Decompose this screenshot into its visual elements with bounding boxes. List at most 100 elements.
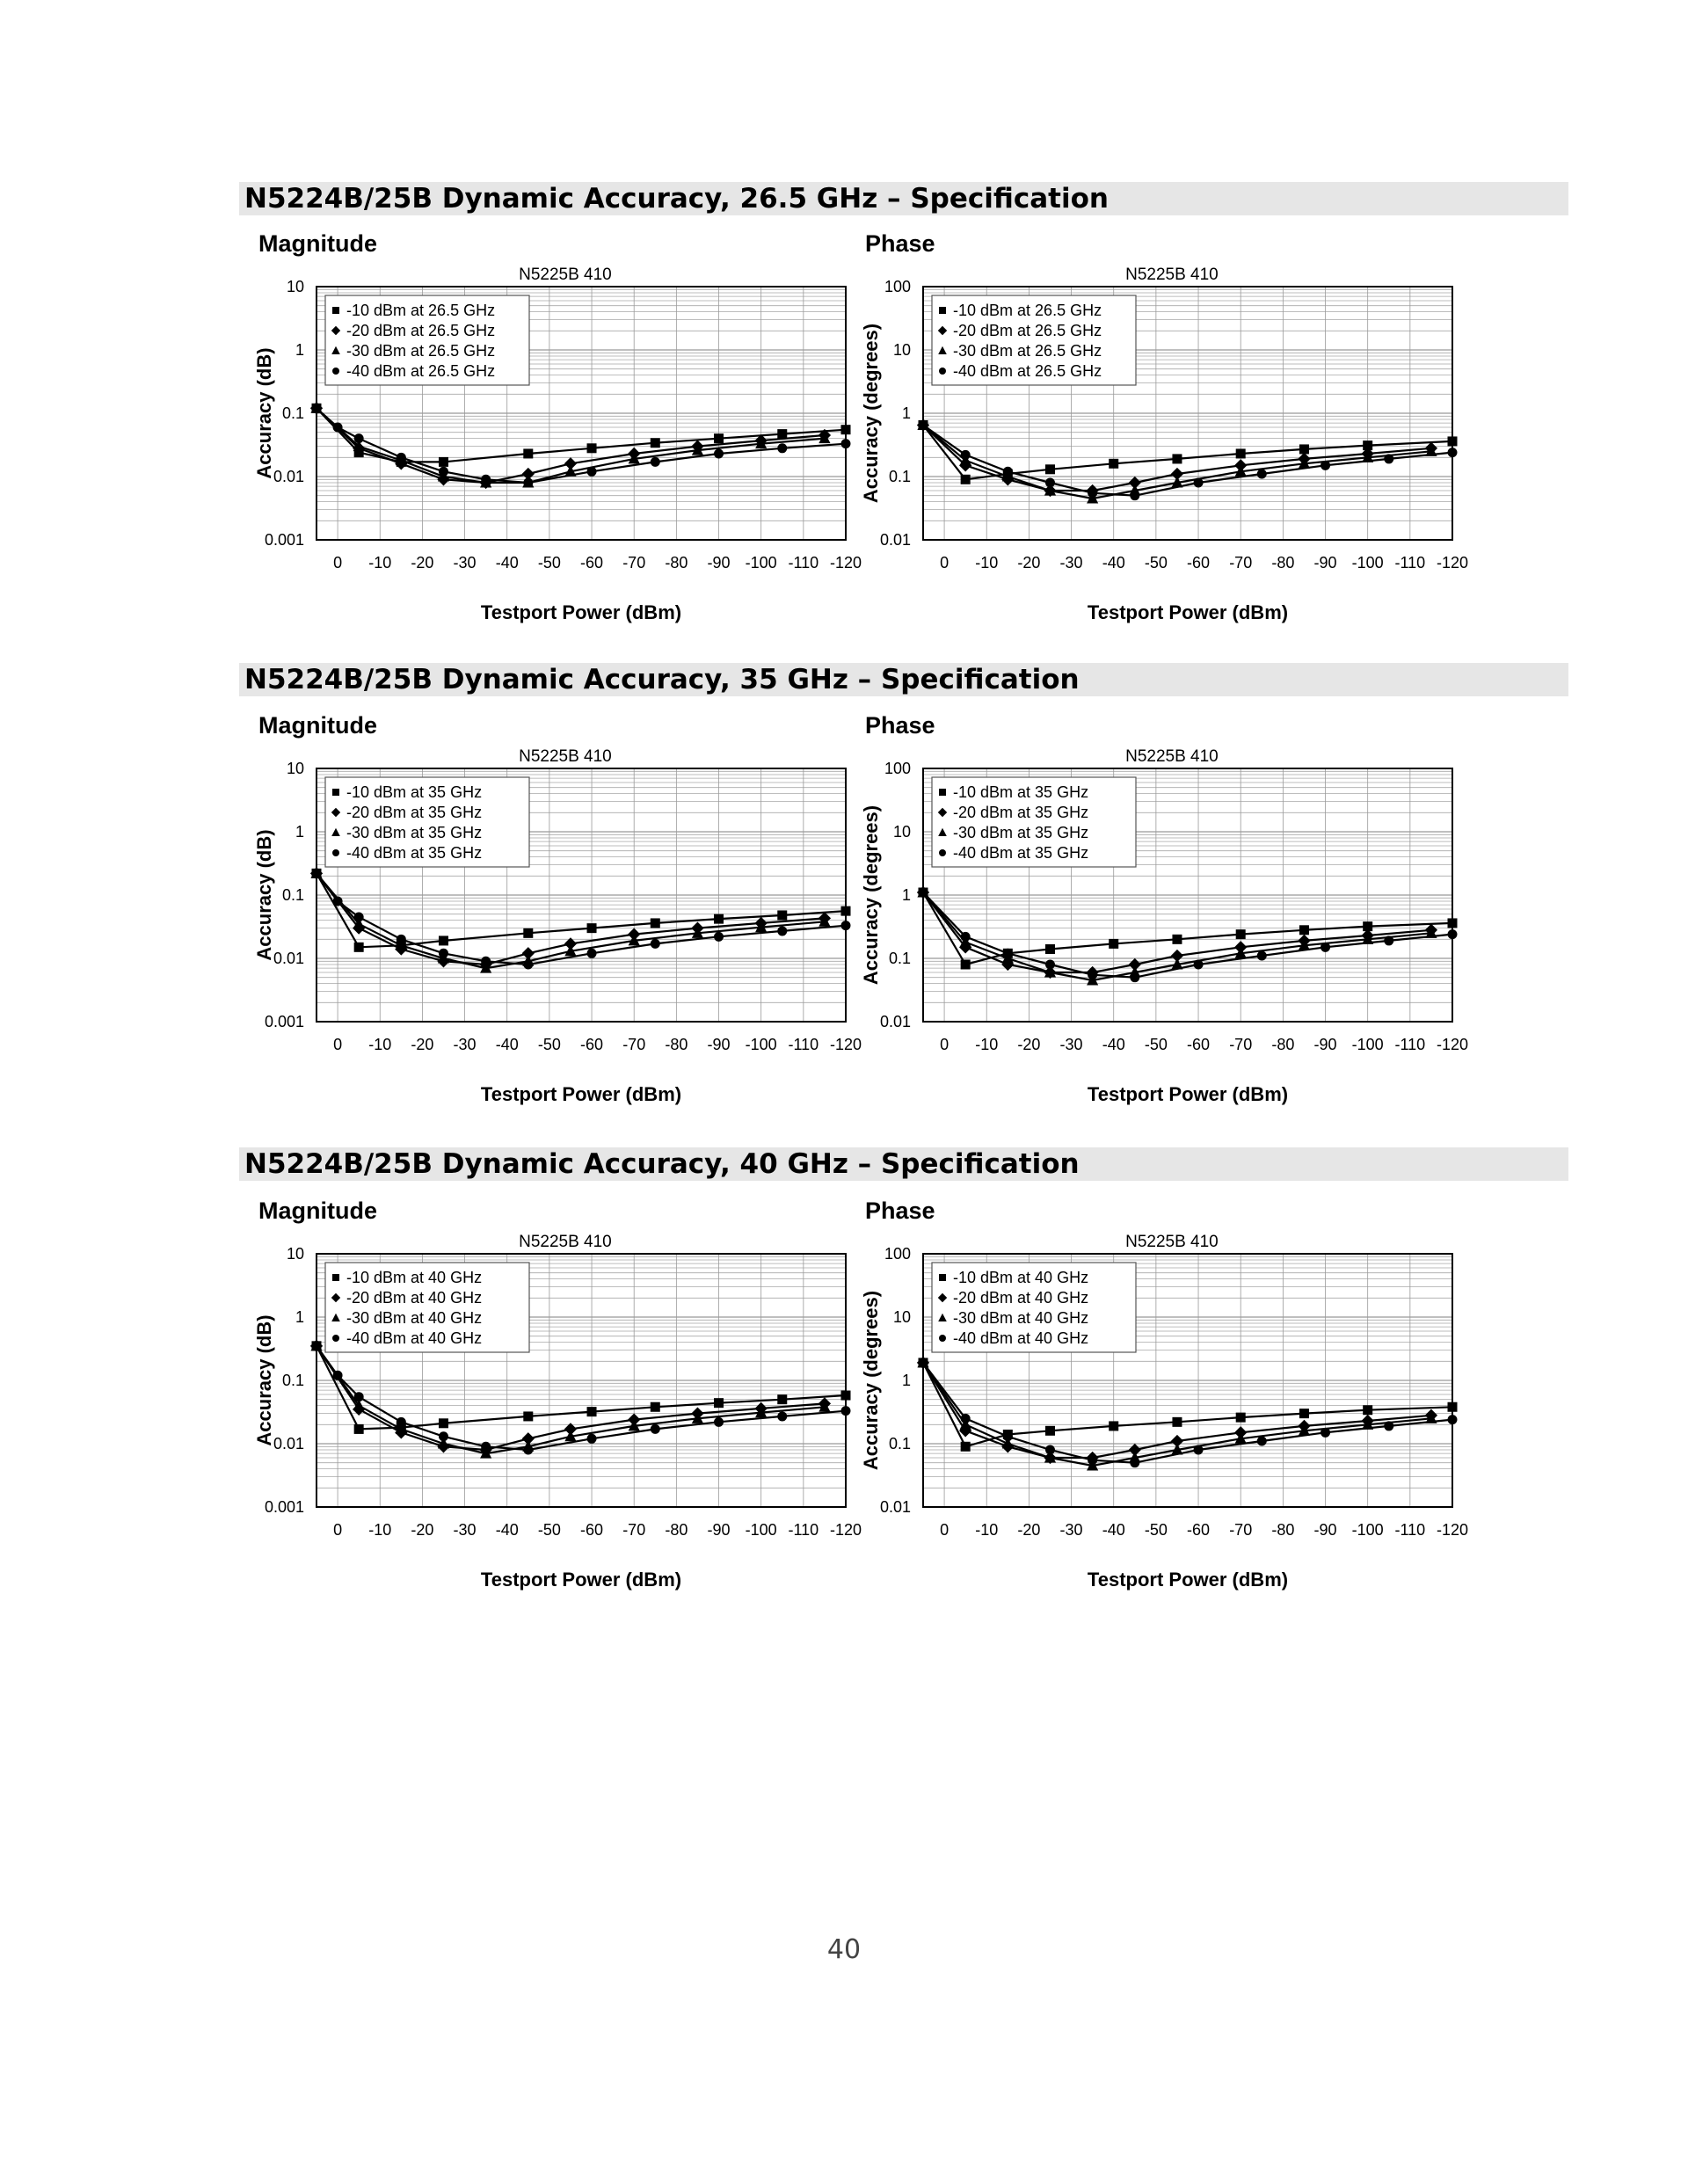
x-tick-label: -60 <box>580 1036 603 1053</box>
data-point <box>564 1430 577 1442</box>
data-point <box>396 934 406 944</box>
data-point <box>714 1416 724 1427</box>
legend-label: -30 dBm at 40 GHz <box>953 1309 1088 1327</box>
x-tick-label: 0 <box>940 554 949 571</box>
chart-heading: Phase <box>865 712 935 739</box>
data-point <box>437 1437 450 1449</box>
data-point <box>395 1423 407 1434</box>
x-tick-label: -110 <box>788 1521 819 1539</box>
data-point <box>650 1423 660 1434</box>
data-point <box>1256 1436 1267 1446</box>
data-point <box>650 1401 660 1412</box>
data-point <box>840 439 851 449</box>
chart-heading: Phase <box>865 1198 935 1224</box>
data-point <box>311 868 322 878</box>
y-tick-label: 10 <box>287 1245 304 1263</box>
section-title-40-ghz: N5224B/25B Dynamic Accuracy, 40 GHz – Sp… <box>239 1147 1568 1181</box>
data-point <box>438 948 448 958</box>
data-point <box>1447 929 1458 940</box>
x-tick-label: 0 <box>333 1036 342 1053</box>
plot-frame <box>922 1253 1453 1508</box>
legend-marker <box>332 1274 339 1281</box>
series-circle <box>918 1358 1458 1468</box>
data-point <box>691 927 704 938</box>
data-point <box>1002 948 1013 958</box>
data-point <box>819 1401 831 1412</box>
data-point <box>650 938 660 949</box>
data-point <box>918 887 928 898</box>
data-point <box>755 921 768 933</box>
x-tick-label: -100 <box>746 554 777 571</box>
data-point <box>1128 1443 1141 1457</box>
legend-label: -40 dBm at 26.5 GHz <box>953 362 1102 380</box>
data-point <box>1362 451 1374 462</box>
y-tick-label: 0.01 <box>880 1498 911 1516</box>
data-point <box>1170 467 1184 481</box>
x-tick-label: -90 <box>1314 1521 1337 1539</box>
data-point <box>396 1416 406 1427</box>
data-point <box>564 465 577 477</box>
chart-title: N5225B 410 <box>1125 747 1219 766</box>
legend-label: -10 dBm at 35 GHz <box>953 783 1088 801</box>
legend-label: -30 dBm at 40 GHz <box>346 1309 482 1327</box>
x-tick-label: -110 <box>1394 554 1425 571</box>
plot-frame <box>316 1253 847 1508</box>
data-point <box>1088 1455 1098 1466</box>
x-tick-label: -50 <box>538 1036 561 1053</box>
data-point <box>691 1412 704 1423</box>
x-tick-label: -90 <box>1314 1036 1337 1053</box>
x-tick-label: -60 <box>580 1521 603 1539</box>
legend-marker <box>939 307 946 314</box>
data-point <box>1384 935 1394 946</box>
legend-marker <box>331 325 341 336</box>
legend-marker <box>938 1313 947 1321</box>
data-point <box>1044 1425 1055 1436</box>
data-point <box>1171 476 1183 488</box>
legend-marker <box>331 346 340 354</box>
data-point <box>777 910 788 921</box>
x-tick-label: -80 <box>665 554 688 571</box>
data-point <box>918 1358 928 1368</box>
data-point <box>777 443 788 454</box>
chart-title: N5225B 410 <box>519 1233 612 1251</box>
x-tick-label: -80 <box>1271 554 1294 571</box>
data-point <box>1002 1431 1013 1442</box>
legend-label: -10 dBm at 26.5 GHz <box>953 302 1102 319</box>
chart-heading: Phase <box>865 230 935 257</box>
y-tick-label: 100 <box>884 760 911 777</box>
data-point <box>1171 957 1183 970</box>
data-point <box>523 1445 534 1455</box>
y-tick-label: 0.1 <box>282 886 304 904</box>
data-point <box>1384 1421 1394 1431</box>
data-point <box>1256 950 1267 961</box>
y-tick-label: 1 <box>295 1308 304 1326</box>
x-tick-label: -110 <box>1394 1521 1425 1539</box>
data-point <box>353 1423 364 1434</box>
data-point <box>960 1441 971 1452</box>
legend-label: -10 dBm at 40 GHz <box>346 1269 482 1286</box>
data-point <box>438 1418 448 1429</box>
x-tick-label: -120 <box>1437 1036 1468 1053</box>
x-tick-label: -50 <box>1145 1036 1168 1053</box>
data-point <box>650 456 660 467</box>
x-tick-label: -60 <box>1187 554 1210 571</box>
legend-label: -40 dBm at 26.5 GHz <box>346 362 495 380</box>
y-tick-label: 0.01 <box>880 1013 911 1030</box>
legend-marker <box>938 346 947 354</box>
y-tick-label: 0.01 <box>273 1435 304 1452</box>
chart-title: N5225B 410 <box>519 747 612 766</box>
chart-heading: Magnitude <box>258 230 377 257</box>
x-tick-label: -110 <box>788 1036 819 1053</box>
legend: -10 dBm at 40 GHz -20 dBm at 40 GHz -30 dB… <box>324 1262 530 1353</box>
legend-label: -10 dBm at 35 GHz <box>346 783 482 801</box>
legend-label: -40 dBm at 40 GHz <box>953 1329 1088 1347</box>
x-tick-label: 0 <box>333 1521 342 1539</box>
x-tick-label: -20 <box>411 1036 433 1053</box>
legend: -10 dBm at 26.5 GHz -20 dBm at 26.5 GHz -3… <box>931 295 1137 386</box>
x-tick-label: -100 <box>1352 1521 1384 1539</box>
legend-marker <box>332 789 339 796</box>
data-point <box>564 944 577 957</box>
x-tick-label: -20 <box>1017 1036 1040 1053</box>
data-point <box>353 1392 364 1402</box>
legend-marker <box>332 849 339 856</box>
